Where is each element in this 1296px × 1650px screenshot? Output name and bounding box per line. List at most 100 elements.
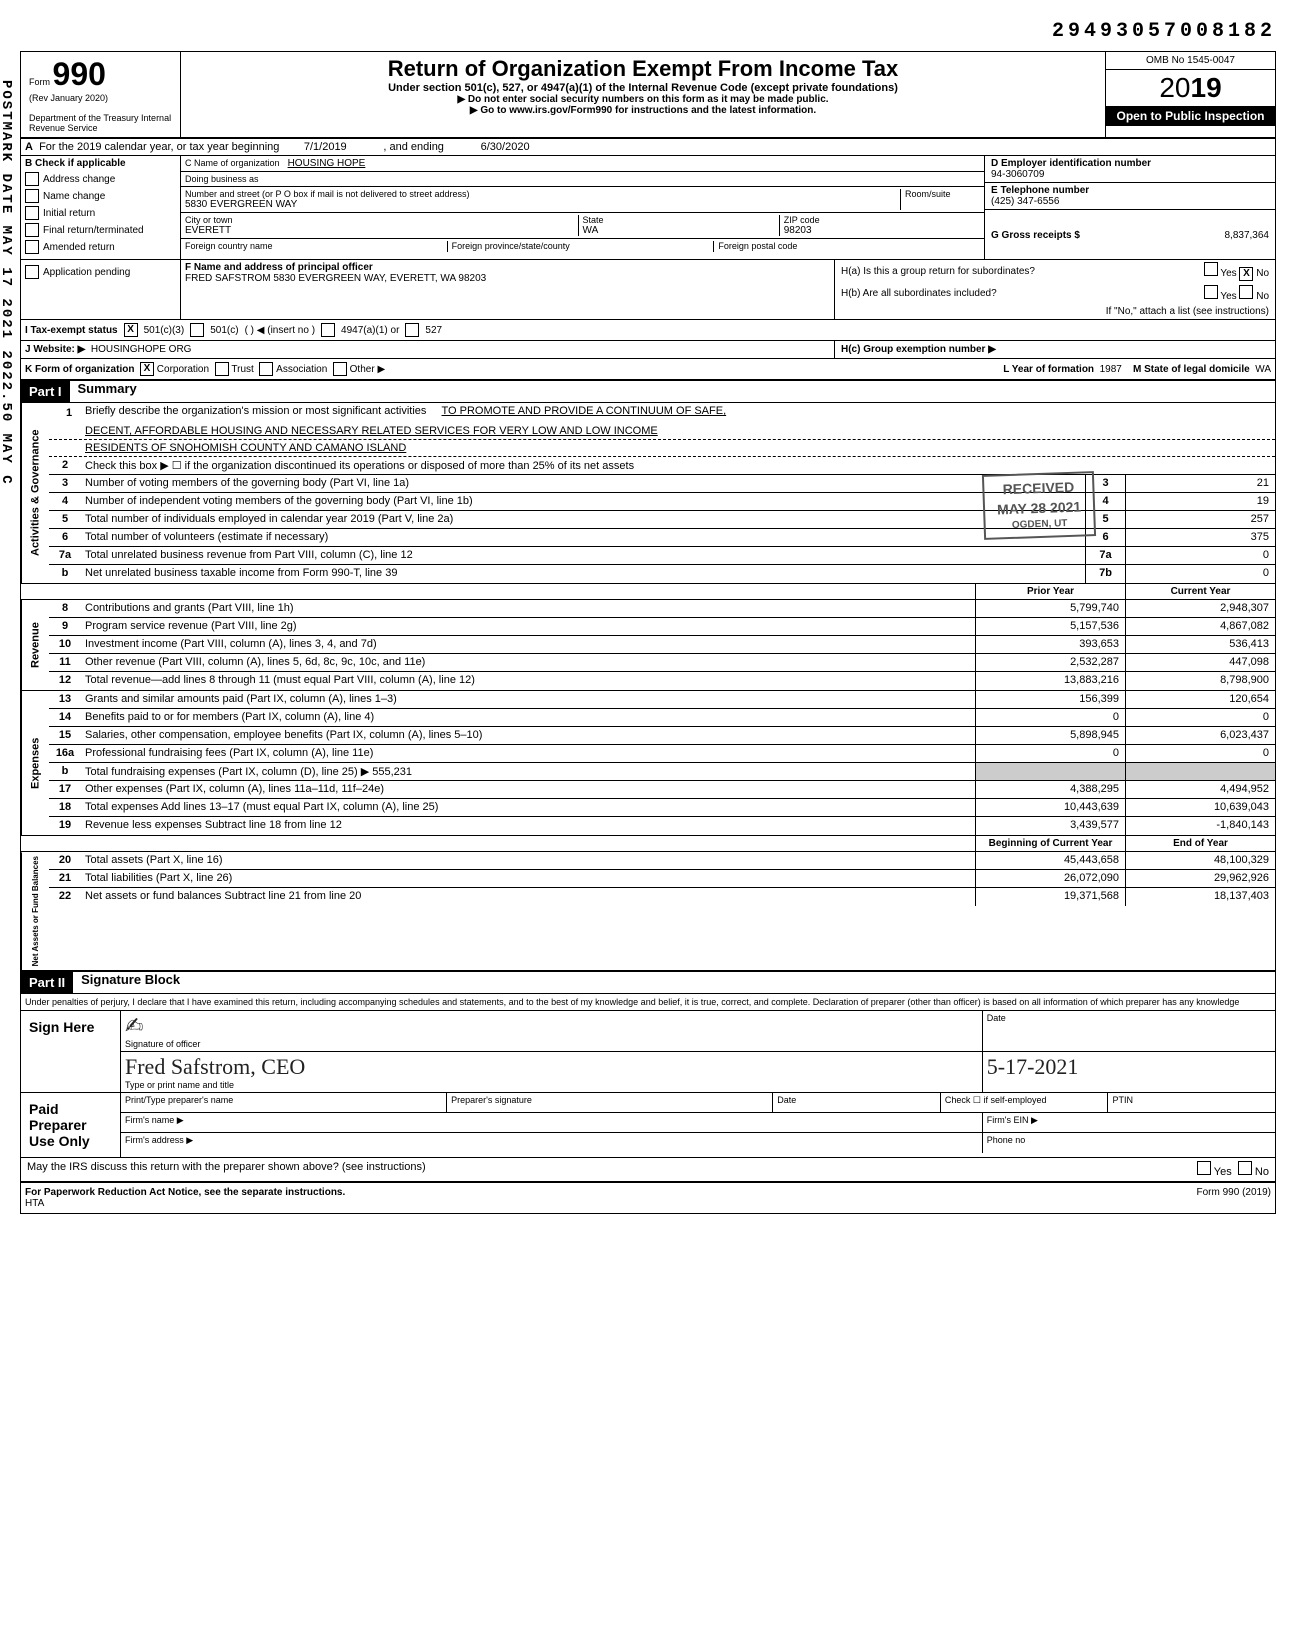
mission-line-1: TO PROMOTE AND PROVIDE A CONTINUUM OF SA…	[442, 405, 727, 417]
l-label: L Year of formation	[1003, 364, 1094, 375]
line-a-mid: , and ending	[383, 141, 444, 153]
hc-cell: H(c) Group exemption number ▶	[835, 341, 1275, 358]
ha-row: H(a) Is this a group return for subordin…	[835, 260, 1275, 283]
ha-boxes: Yes X No	[1204, 262, 1269, 281]
foreign-post-label: Foreign postal code	[718, 241, 797, 251]
main-title: Return of Organization Exempt From Incom…	[185, 56, 1101, 82]
printed-name: Fred Safstrom, CEO	[125, 1054, 978, 1080]
zip-label: ZIP code	[784, 215, 972, 225]
hc-label: H(c) Group exemption number ▶	[841, 344, 996, 355]
signature-disclaimer: Under penalties of perjury, I declare th…	[21, 994, 1275, 1011]
m-label: M State of legal domicile	[1133, 364, 1250, 375]
ha-label: H(a) Is this a group return for subordin…	[841, 266, 1035, 277]
begin-date: 7/1/2019	[304, 141, 347, 153]
side-revenue: Revenue	[21, 600, 49, 690]
phone: (425) 347-6556	[991, 196, 1269, 207]
gross-row: G Gross receipts $ 8,837,364	[985, 228, 1275, 243]
line-13: 13Grants and similar amounts paid (Part …	[49, 691, 1275, 709]
name-title-field: Fred Safstrom, CEO Type or print name an…	[121, 1052, 983, 1092]
name-title-label: Type or print name and title	[125, 1080, 978, 1090]
check-initial: Initial return	[25, 206, 176, 220]
phone-row: E Telephone number (425) 347-6556	[985, 183, 1275, 210]
form-number: 990	[53, 56, 106, 92]
ein-label: D Employer identification number	[991, 158, 1269, 169]
sig-date-value-field: 5-17-2021	[983, 1052, 1275, 1092]
expenses-content: 13Grants and similar amounts paid (Part …	[49, 691, 1275, 835]
check-other	[333, 362, 347, 376]
city: EVERETT	[185, 225, 578, 236]
revision: (Rev January 2020)	[29, 93, 108, 103]
org-name-label: C Name of organization	[185, 158, 280, 169]
summary-governance: Activities & Governance 1 Briefly descri…	[21, 403, 1275, 583]
hb-note-row: If "No," attach a list (see instructions…	[835, 304, 1275, 319]
check-address: Address change	[25, 172, 176, 186]
check-assoc	[259, 362, 273, 376]
firm-addr-label: Firm's address ▶	[121, 1133, 983, 1153]
col-f: F Name and address of principal officer …	[181, 260, 835, 319]
side-expenses: Expenses	[21, 691, 49, 835]
year-cell: OMB No 1545-0047 20201919 Open to Public…	[1105, 52, 1275, 137]
form-id-cell: Form 990 (Rev January 2020) Department o…	[21, 52, 181, 137]
line-a-text: For the 2019 calendar year, or tax year …	[39, 141, 279, 153]
prep-sig-label: Preparer's signature	[447, 1093, 773, 1112]
mission-line-2: DECENT, AFFORDABLE HOUSING AND NECESSARY…	[49, 423, 1275, 440]
line-17: 17Other expenses (Part IX, column (A), l…	[49, 781, 1275, 799]
prep-ptin-label: PTIN	[1108, 1093, 1275, 1112]
prep-name-label: Print/Type preparer's name	[121, 1093, 447, 1112]
dba-label: Doing business as	[185, 174, 259, 184]
line-12: 12Total revenue—add lines 8 through 11 (…	[49, 672, 1275, 690]
line-9: 9Program service revenue (Part VIII, lin…	[49, 618, 1275, 636]
tax-year: 20201919	[1106, 70, 1275, 106]
street-row: Number and street (or P O box if mail is…	[181, 187, 984, 213]
org-name: HOUSING HOPE	[288, 158, 366, 169]
check-pending: Application pending	[25, 265, 176, 279]
foreign-row: Foreign country name Foreign province/st…	[181, 239, 984, 254]
state: WA	[583, 225, 779, 236]
mission-prefix: Briefly describe the organization's miss…	[85, 405, 426, 417]
b-label: B Check if applicable	[25, 158, 176, 169]
part-2-header: Part II Signature Block	[21, 970, 1275, 994]
zip: 98203	[784, 225, 980, 236]
col-de: D Employer identification number 94-3060…	[985, 156, 1275, 259]
line-b: bTotal fundraising expenses (Part IX, co…	[49, 763, 1275, 781]
check-501c	[190, 323, 204, 337]
current-year-header: Current Year	[1125, 584, 1275, 599]
line-18: 18Total expenses Add lines 13–17 (must e…	[49, 799, 1275, 817]
begin-year-header: Beginning of Current Year	[975, 836, 1125, 851]
hb-row: H(b) Are all subordinates included? Yes …	[835, 283, 1275, 304]
gross-label: G Gross receipts $	[991, 230, 1080, 241]
section-bcde: B Check if applicable Address change Nam…	[21, 156, 1275, 260]
ein-row: D Employer identification number 94-3060…	[985, 156, 1275, 183]
summary-balance: Net Assets or Fund Balances 20Total asse…	[21, 852, 1275, 970]
open-public: Open to Public Inspection	[1106, 106, 1275, 126]
k-label: K Form of organization	[25, 364, 134, 375]
line-10: 10Investment income (Part VIII, column (…	[49, 636, 1275, 654]
part-1-title: Summary	[70, 381, 137, 402]
hb-label: H(b) Are all subordinates included?	[841, 288, 997, 299]
line-a-prefix: A	[25, 141, 33, 153]
note-2: ▶ Go to www.irs.gov/Form990 for instruct…	[185, 105, 1101, 116]
note-1: ▶ Do not enter social security numbers o…	[185, 94, 1101, 105]
side-balance: Net Assets or Fund Balances	[21, 852, 49, 970]
part-1-label: Part I	[21, 381, 70, 402]
signature-scribble: ✍︎	[125, 1013, 978, 1039]
line-1-num: 1	[53, 405, 85, 421]
street: 5830 EVERGREEN WAY	[185, 199, 900, 210]
side-governance: Activities & Governance	[21, 403, 49, 583]
end-year-header: End of Year	[1125, 836, 1275, 851]
footer-hta: HTA	[25, 1198, 44, 1209]
summary-expenses: Expenses 13Grants and similar amounts pa…	[21, 690, 1275, 835]
line-19: 19Revenue less expenses Subtract line 18…	[49, 817, 1275, 835]
gross-value: 8,837,364	[1225, 230, 1270, 241]
part-2-title: Signature Block	[73, 972, 180, 993]
f-label: F Name and address of principal officer	[185, 262, 830, 273]
sig-date-field: Date	[983, 1011, 1275, 1051]
title-cell: Return of Organization Exempt From Incom…	[181, 52, 1105, 137]
prior-year-header: Prior Year	[975, 584, 1125, 599]
sig-date-value: 5-17-2021	[987, 1054, 1271, 1080]
row-i: I Tax-exempt status X501(c)(3) 501(c) ( …	[21, 320, 1275, 341]
line-14: 14Benefits paid to or for members (Part …	[49, 709, 1275, 727]
officer-signature-field: ✍︎ Signature of officer	[121, 1011, 983, 1051]
check-corp: X	[140, 362, 154, 376]
col-b: B Check if applicable Address change Nam…	[21, 156, 181, 259]
